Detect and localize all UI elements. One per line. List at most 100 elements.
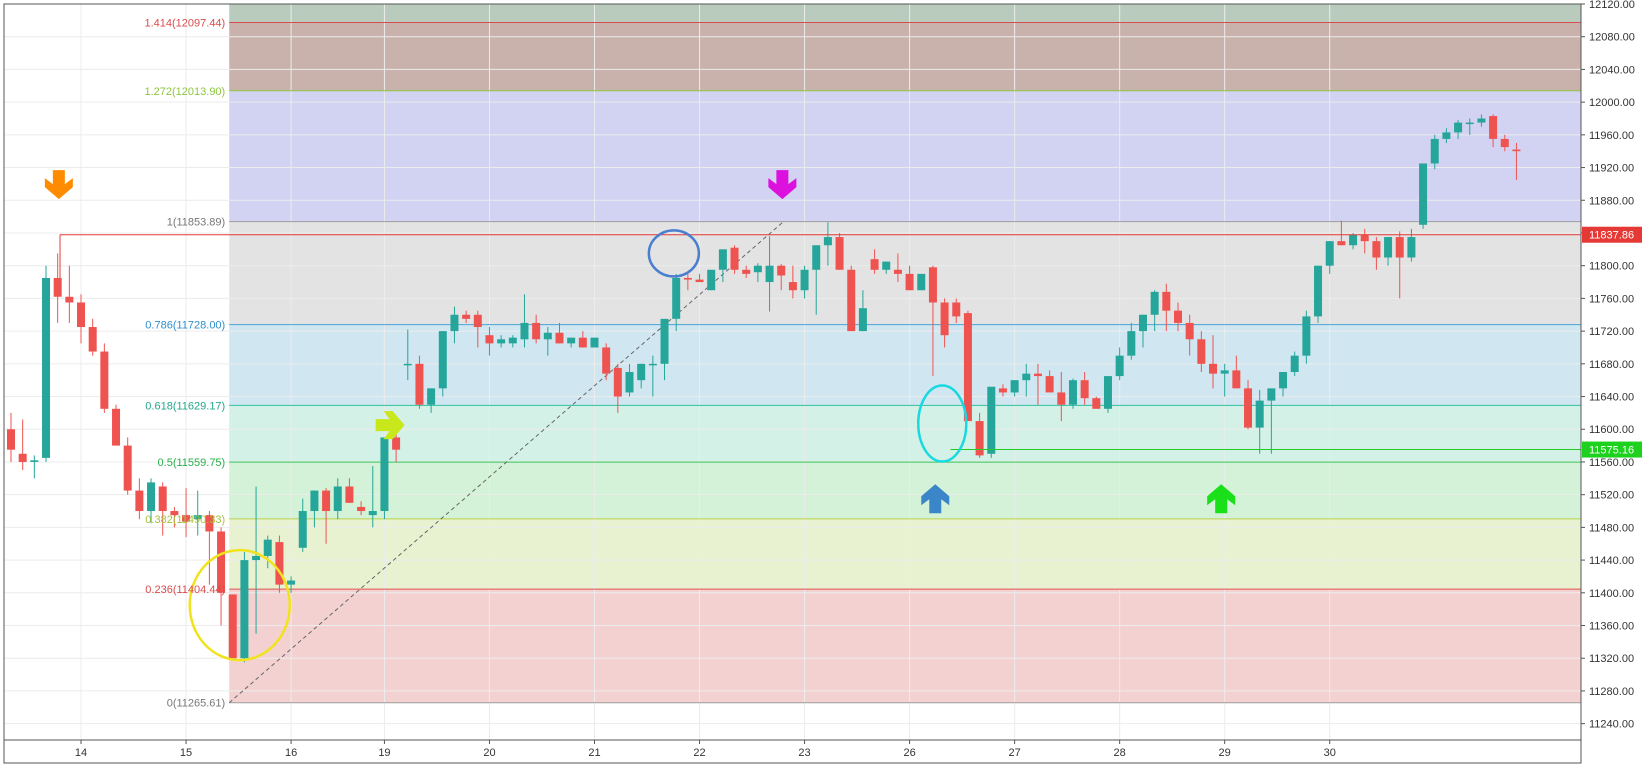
- candle-body-103: [1209, 363, 1218, 374]
- candle-body-30: [357, 506, 366, 512]
- candle-body-52: [613, 367, 622, 397]
- green-up-arrow: [1207, 484, 1236, 514]
- candle-body-63: [742, 269, 751, 274]
- candle-body-125: [1465, 122, 1474, 125]
- price-tick-label: 11280.00: [1589, 686, 1634, 698]
- candle-body-36: [427, 388, 436, 405]
- candle-body-65: [765, 265, 774, 283]
- time-tick-label: 27: [1008, 747, 1020, 759]
- fib-zone-2: [229, 90, 1581, 222]
- candle-body-73: [858, 308, 867, 332]
- candle-body-13: [158, 486, 167, 512]
- candle-body-56: [660, 318, 669, 364]
- fib-zone-5: [229, 405, 1581, 463]
- magenta-down-arrow: [768, 170, 797, 200]
- candle-body-80: [940, 302, 949, 336]
- candle-body-81: [952, 302, 961, 317]
- candle-body-110: [1290, 355, 1299, 372]
- candle-body-42: [497, 339, 506, 344]
- price-tick-label: 12040.00: [1589, 64, 1635, 76]
- candle-body-25: [298, 511, 307, 548]
- candle-body-40: [473, 314, 482, 328]
- candle-body-39: [462, 314, 471, 319]
- price-tick-label: 11400.00: [1589, 588, 1634, 600]
- candle-body-59: [695, 279, 704, 283]
- candle-body-37: [438, 331, 447, 389]
- fib-label-0.618: 0.618(11629.17): [145, 400, 225, 412]
- candle-body-7: [88, 327, 97, 352]
- candle-body-116: [1360, 234, 1369, 242]
- candle-body-88: [1033, 373, 1042, 377]
- candle-body-26: [310, 490, 319, 512]
- candle-body-35: [415, 363, 424, 405]
- candle-body-0: [7, 429, 15, 450]
- candle-body-71: [835, 237, 844, 270]
- candle-body-95: [1115, 355, 1124, 377]
- fib-label-0.786: 0.786(11728.00): [145, 320, 225, 332]
- candle-body-128: [1500, 138, 1509, 148]
- candle-body-96: [1127, 331, 1136, 356]
- candle-body-54: [637, 363, 646, 381]
- price-tick-label: 11880.00: [1589, 195, 1634, 207]
- candle-body-19: [228, 594, 237, 659]
- candles: [7, 114, 1521, 663]
- cyan-ellipse: [917, 384, 968, 463]
- candle-body-62: [730, 247, 739, 270]
- candle-body-29: [345, 486, 354, 503]
- price-tick-label: 11760.00: [1589, 293, 1634, 305]
- candle-body-97: [1138, 314, 1147, 332]
- price-tick-label: 11320.00: [1589, 653, 1634, 665]
- candle-body-8: [100, 351, 109, 409]
- candle-body-41: [485, 335, 494, 344]
- time-tick-label: 22: [693, 747, 705, 759]
- yellow-right-arrow: [375, 411, 405, 440]
- blue-ellipse: [647, 229, 701, 278]
- fib-trend-line: [228, 221, 784, 704]
- candle-body-16: [193, 515, 202, 520]
- candle-body-18: [217, 531, 226, 593]
- candle-body-6: [77, 302, 86, 328]
- candle-body-12: [147, 482, 156, 512]
- candle-body-60: [707, 269, 716, 291]
- time-tick-label: 26: [903, 747, 915, 759]
- trend-line-group[interactable]: [228, 221, 784, 704]
- candle-body-101: [1185, 322, 1194, 340]
- fib-zone-6: [229, 462, 1581, 519]
- candle-body-106: [1244, 388, 1253, 428]
- candle-body-94: [1103, 376, 1112, 409]
- candle-body-34: [403, 363, 412, 366]
- time-axis[interactable]: 14 15 16 19 20 21 22 23 26 27 28 29 30: [4, 739, 1581, 759]
- price-tick-label: 11920.00: [1589, 163, 1634, 175]
- candle-body-17: [205, 515, 214, 532]
- candle-body-78: [917, 273, 926, 291]
- candle-body-31: [368, 511, 377, 516]
- candle-body-43: [508, 337, 517, 344]
- candle-body-120: [1407, 237, 1416, 258]
- candle-body-126: [1477, 118, 1486, 123]
- candle-body-122: [1430, 138, 1439, 164]
- candle-body-5: [65, 296, 74, 303]
- price-tick-label: 11720.00: [1589, 326, 1634, 338]
- candle-body-124: [1454, 122, 1463, 133]
- candle-body-108: [1267, 388, 1276, 401]
- candle-body-24: [287, 580, 296, 585]
- candle-body-49: [578, 337, 587, 348]
- fib-label-1.272: 1.272(12013.90): [144, 86, 225, 98]
- candle-body-83: [975, 421, 984, 456]
- candle-body-58: [683, 277, 692, 280]
- time-tick-label: 14: [75, 747, 87, 759]
- horizontal-lines[interactable]: [59, 234, 1581, 451]
- fib-zone-1: [229, 22, 1581, 91]
- fib-label-0.5: 0.5(11559.75): [158, 457, 226, 469]
- candle-body-14: [170, 511, 179, 516]
- price-tick-label: 12120.00: [1589, 0, 1635, 11]
- candle-body-109: [1279, 372, 1288, 389]
- orange-down-arrow: [44, 170, 73, 200]
- fib-zone-0: [229, 4, 1581, 23]
- candle-body-100: [1174, 310, 1182, 323]
- candle-body-75: [882, 261, 891, 270]
- price-tick-label: 11360.00: [1589, 621, 1634, 633]
- fib-label-1.414: 1.414(12097.44): [144, 17, 225, 29]
- candle-body-11: [135, 490, 144, 512]
